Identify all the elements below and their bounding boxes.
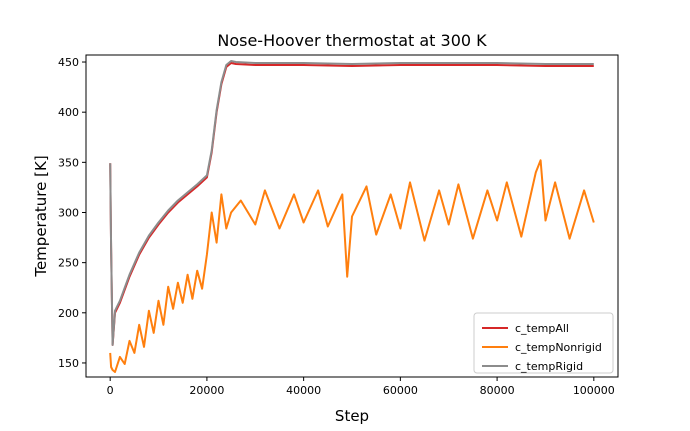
chart-title: Nose-Hoover thermostat at 300 K — [217, 31, 487, 50]
y-tick-label: 150 — [58, 357, 79, 370]
y-tick-label: 300 — [58, 206, 79, 219]
x-tick-label: 80000 — [480, 384, 515, 397]
y-tick-label: 350 — [58, 156, 79, 169]
series-group — [109, 60, 595, 373]
x-tick-label: 100000 — [573, 384, 615, 397]
legend-label-c_tempNonrigid: c_tempNonrigid — [515, 341, 602, 354]
x-tick-label: 40000 — [286, 384, 321, 397]
y-axis: 150 200 250 300 350 400 450 — [58, 56, 86, 370]
series-line-c_tempRigid — [109, 60, 594, 346]
y-tick-label: 250 — [58, 257, 79, 270]
y-tick-label: 400 — [58, 106, 79, 119]
legend-label-c_tempAll: c_tempAll — [515, 322, 569, 335]
legend-box — [473, 312, 614, 374]
x-tick-label: 60000 — [383, 384, 418, 397]
y-axis-label: Temperature [K] — [32, 155, 50, 277]
series-line-c_tempNonrigid — [109, 159, 595, 373]
x-tick-label: 0 — [107, 384, 114, 397]
legend: c_tempAll c_tempNonrigid c_tempRigid — [473, 312, 614, 374]
x-axis: 0 20000 40000 60000 80000 100000 — [107, 377, 615, 397]
x-tick-label: 20000 — [189, 384, 224, 397]
y-tick-label: 200 — [58, 307, 79, 320]
plot-frame — [85, 54, 619, 378]
legend-label-c_tempRigid: c_tempRigid — [515, 360, 583, 373]
x-axis-label: Step — [335, 407, 369, 425]
y-tick-label: 450 — [58, 56, 79, 69]
